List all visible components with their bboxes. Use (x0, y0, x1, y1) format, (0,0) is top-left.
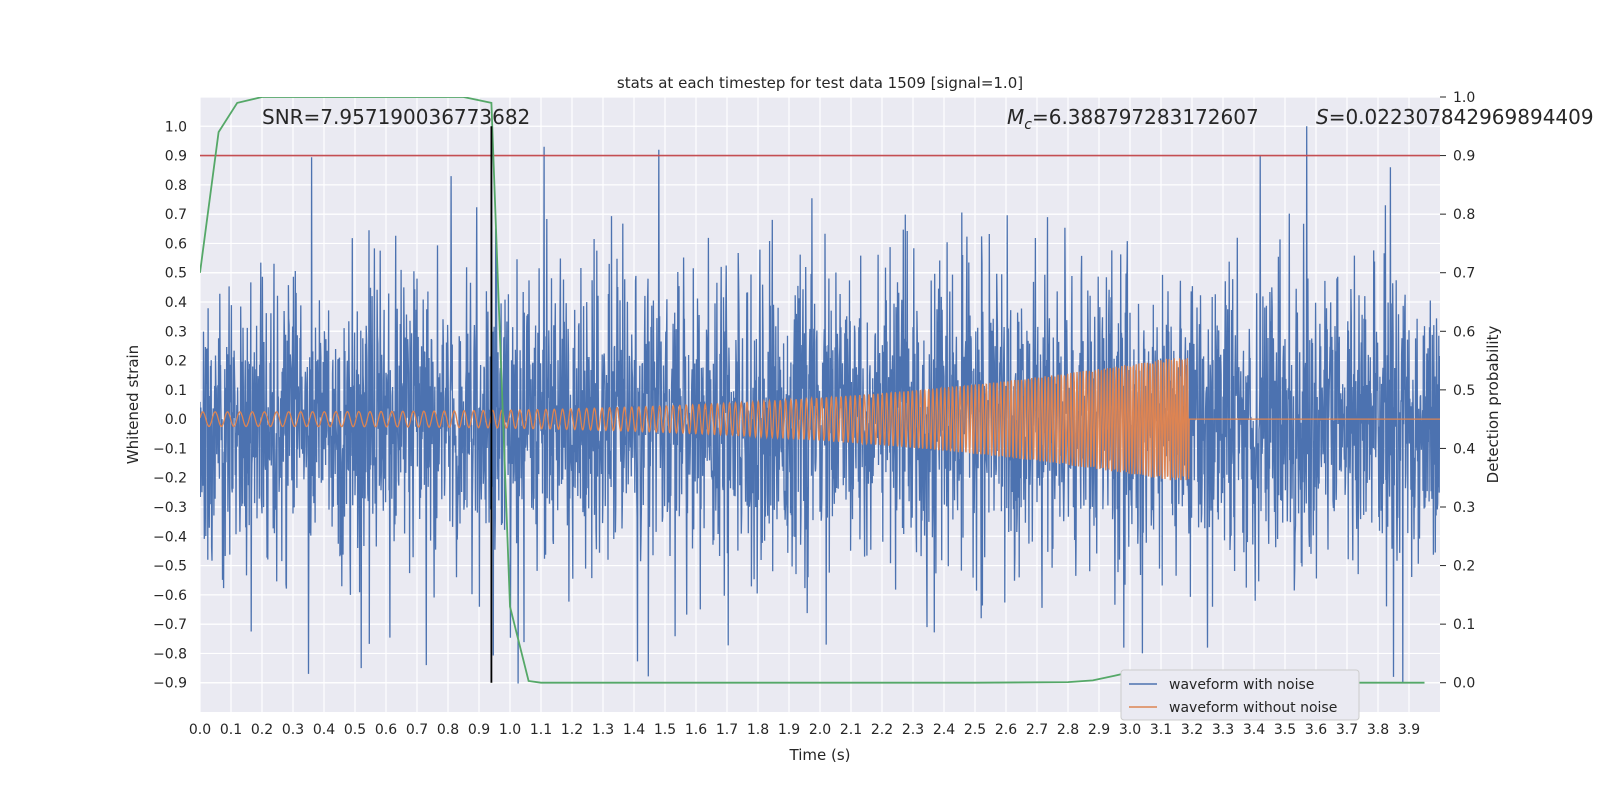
y-right-tick-label: 0.6 (1453, 324, 1475, 340)
x-tick-label: 1.3 (592, 722, 614, 738)
y-left-tick-label: 0.2 (165, 354, 187, 370)
y-left-tick-label: −0.1 (153, 441, 187, 457)
x-tick-label: 0.6 (375, 722, 397, 738)
x-tick-label: 3.5 (1274, 722, 1296, 738)
y-right-tick-label: 0.1 (1453, 617, 1475, 633)
x-tick-label: 1.5 (654, 722, 676, 738)
y-left-tick-label: 1.0 (165, 119, 187, 135)
y-left-tick-label: 0.9 (165, 149, 187, 165)
y-left-tick-label: 0.4 (165, 295, 187, 311)
x-tick-label: 2.6 (995, 722, 1017, 738)
x-tick-label: 3.2 (1181, 722, 1203, 738)
y-right-tick-label: 0.0 (1453, 676, 1475, 692)
y-left-tick-label: −0.6 (153, 588, 187, 604)
y-right-tick-label: 0.4 (1453, 441, 1475, 457)
x-axis-label: Time (s) (789, 746, 851, 764)
x-tick-label: 3.7 (1336, 722, 1358, 738)
snr-annotation: SNR=7.957190036773682 (262, 105, 530, 129)
x-tick-label: 2.8 (1057, 722, 1079, 738)
legend-label: waveform with noise (1169, 677, 1314, 693)
x-tick-label: 3.0 (1119, 722, 1141, 738)
y-left-tick-label: 0.3 (165, 324, 187, 340)
y-right-tick-label: 0.2 (1453, 559, 1475, 575)
y-right-tick-label: 0.7 (1453, 266, 1475, 282)
y-left-tick-label: 0.8 (165, 178, 187, 194)
y-left-tick-label: −0.5 (153, 559, 187, 575)
x-tick-label: 0.9 (468, 722, 490, 738)
chirp-mass-subscript: c (1024, 117, 1032, 133)
y-right-tick-label: 0.5 (1453, 383, 1475, 399)
s-annotation: S=0.022307842969894409 (1316, 105, 1594, 129)
legend-label: waveform without noise (1169, 700, 1337, 716)
y-left-tick-label: 0.5 (165, 266, 187, 282)
x-tick-label: 0.0 (189, 722, 211, 738)
legend: waveform with noise waveform without nois… (1120, 669, 1360, 721)
x-tick-label: 1.2 (561, 722, 583, 738)
y-left-tick-label: −0.4 (153, 529, 187, 545)
x-tick-label: 2.0 (809, 722, 831, 738)
s-symbol: S (1316, 105, 1329, 129)
y-left-axis-label: Whitened strain (124, 345, 142, 464)
y-left-tick-label: −0.2 (153, 471, 187, 487)
x-tick-label: 3.6 (1305, 722, 1327, 738)
y-left-tick-label: −0.9 (153, 676, 187, 692)
x-tick-label: 2.9 (1088, 722, 1110, 738)
x-tick-label: 2.3 (902, 722, 924, 738)
x-tick-label: 1.7 (716, 722, 738, 738)
x-tick-label: 0.4 (313, 722, 335, 738)
y-left-tick-label: −0.8 (153, 646, 187, 662)
x-tick-label: 1.8 (747, 722, 769, 738)
chirp-mass-symbol: M (1007, 105, 1024, 129)
chart-title: stats at each timestep for test data 150… (617, 74, 1023, 92)
y-right-axis-label: Detection probability (1484, 326, 1502, 484)
x-tick-label: 0.5 (344, 722, 366, 738)
chirp-mass-value: =6.388797283172607 (1032, 105, 1259, 129)
x-tick-label: 2.2 (871, 722, 893, 738)
x-tick-label: 3.8 (1367, 722, 1389, 738)
y-right-tick-label: 0.8 (1453, 207, 1475, 223)
x-tick-label: 0.7 (406, 722, 428, 738)
y-left-tick-label: −0.3 (153, 500, 187, 516)
x-tick-label: 3.4 (1243, 722, 1265, 738)
y-right-tick-label: 1.0 (1453, 90, 1475, 106)
x-tick-label: 1.4 (623, 722, 645, 738)
x-tick-label: 2.4 (933, 722, 955, 738)
legend-box (1120, 669, 1360, 721)
y-left-tick-label: 0.1 (165, 383, 187, 399)
x-tick-label: 3.9 (1398, 722, 1420, 738)
x-tick-label: 0.3 (282, 722, 304, 738)
y-right-tick-label: 0.3 (1453, 500, 1475, 516)
s-value: =0.022307842969894409 (1329, 105, 1594, 129)
x-tick-label: 3.1 (1150, 722, 1172, 738)
y-left-tick-label: 0.0 (165, 412, 187, 428)
x-tick-label: 1.1 (530, 722, 552, 738)
x-tick-label: 1.6 (685, 722, 707, 738)
x-tick-label: 2.5 (964, 722, 986, 738)
y-left-tick-label: 0.7 (165, 207, 187, 223)
x-tick-label: 0.1 (220, 722, 242, 738)
ticks: 0.0 0.1 0.2 0.3 0.4 0.5 0.6 0.7 0.8 0.9 1.0 1.1 1.2 1… (153, 90, 1475, 738)
series-waveform-with-noise (200, 126, 1440, 684)
x-tick-label: 3.3 (1212, 722, 1234, 738)
x-tick-label: 0.8 (437, 722, 459, 738)
y-left-tick-label: −0.7 (153, 617, 187, 633)
x-tick-label: 2.7 (1026, 722, 1048, 738)
y-right-tick-label: 0.9 (1453, 149, 1475, 165)
x-tick-label: 1.0 (499, 722, 521, 738)
x-tick-label: 1.9 (778, 722, 800, 738)
y-left-tick-label: 0.6 (165, 236, 187, 252)
chirp-mass-annotation: Mc=6.388797283172607 (1007, 105, 1259, 133)
x-tick-label: 2.1 (840, 722, 862, 738)
x-tick-label: 0.2 (251, 722, 273, 738)
series-waveform-without-noise (200, 358, 1440, 481)
